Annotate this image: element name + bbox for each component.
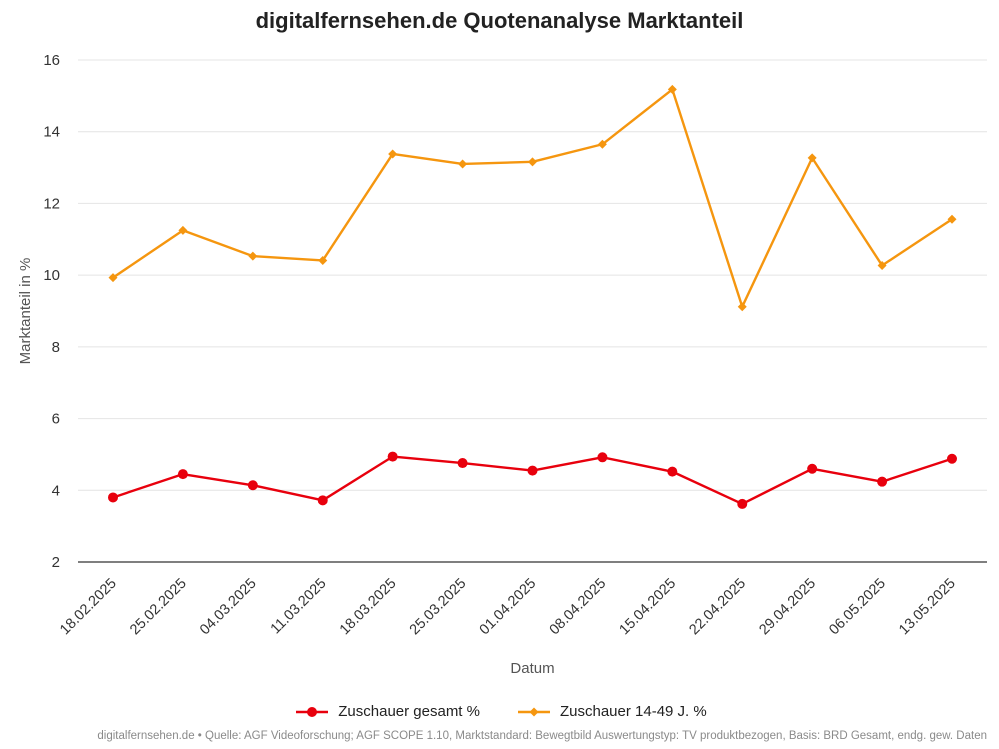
legend-swatch [296, 706, 329, 717]
x-axis-title: Datum [510, 660, 554, 677]
data-point [527, 465, 538, 476]
legend-label: Zuschauer gesamt % [338, 703, 480, 720]
y-tick-label: 16 [43, 52, 60, 69]
y-tick-label: 10 [43, 267, 60, 284]
data-point [247, 480, 258, 491]
y-tick-label: 8 [52, 339, 60, 356]
data-point [737, 302, 747, 312]
legend-swatch [517, 707, 550, 716]
y-axis-title: Marktanteil in % [17, 258, 34, 365]
data-point [318, 255, 328, 265]
y-tick-label: 6 [52, 411, 60, 428]
legend-item[interactable]: Zuschauer 14-49 J. % [514, 703, 707, 720]
x-tick-label: 08.04.2025 [547, 576, 610, 639]
x-tick-label: 29.04.2025 [756, 576, 819, 639]
data-point [667, 466, 678, 477]
x-tick-label: 18.03.2025 [337, 576, 400, 639]
y-tick-label: 2 [52, 554, 60, 571]
legend-label: Zuschauer 14-49 J. % [559, 703, 707, 720]
x-tick-label: 11.03.2025 [268, 576, 330, 638]
data-point [947, 214, 957, 224]
legend-item[interactable]: Zuschauer gesamt % [292, 703, 480, 720]
x-tick-label: 04.03.2025 [197, 576, 260, 639]
data-point [947, 453, 957, 464]
x-tick-label: 13.05.2025 [896, 576, 959, 639]
data-point [457, 458, 468, 469]
data-point [667, 84, 677, 94]
y-tick-label: 12 [43, 195, 60, 212]
x-tick-label: 25.02.2025 [127, 576, 190, 639]
y-tick-label: 4 [52, 482, 60, 499]
data-point [108, 273, 118, 283]
x-tick-label: 22.04.2025 [686, 576, 749, 639]
data-point [528, 157, 537, 167]
credits: digitalfernsehen.de • Quelle: AGF Videof… [97, 730, 987, 742]
data-point [388, 149, 398, 159]
data-point [248, 251, 258, 261]
data-point [177, 469, 188, 480]
series-line [112, 455, 953, 506]
x-tick-label: 15.04.2025 [617, 576, 680, 639]
y-tick-label: 14 [43, 124, 60, 141]
data-point [387, 451, 398, 462]
data-point [877, 260, 887, 270]
data-point [178, 225, 188, 235]
data-point [597, 452, 608, 463]
data-point [807, 463, 818, 474]
chart-title: digitalfernsehen.de Quotenanalyse Markta… [255, 8, 744, 33]
data-point [458, 159, 468, 169]
data-point [877, 476, 888, 487]
data-point [807, 153, 817, 163]
x-tick-label: 18.02.2025 [57, 576, 120, 639]
legend: Zuschauer gesamt % Zuschauer 14-49 J. % [0, 703, 999, 720]
data-point [108, 492, 118, 503]
data-point [737, 498, 748, 509]
x-tick-label: 25.03.2025 [407, 576, 470, 639]
series-line [112, 88, 953, 308]
data-point [317, 495, 328, 506]
x-tick-label: 06.05.2025 [826, 576, 889, 639]
data-point [597, 139, 607, 149]
x-tick-label: 01.04.2025 [477, 576, 540, 639]
